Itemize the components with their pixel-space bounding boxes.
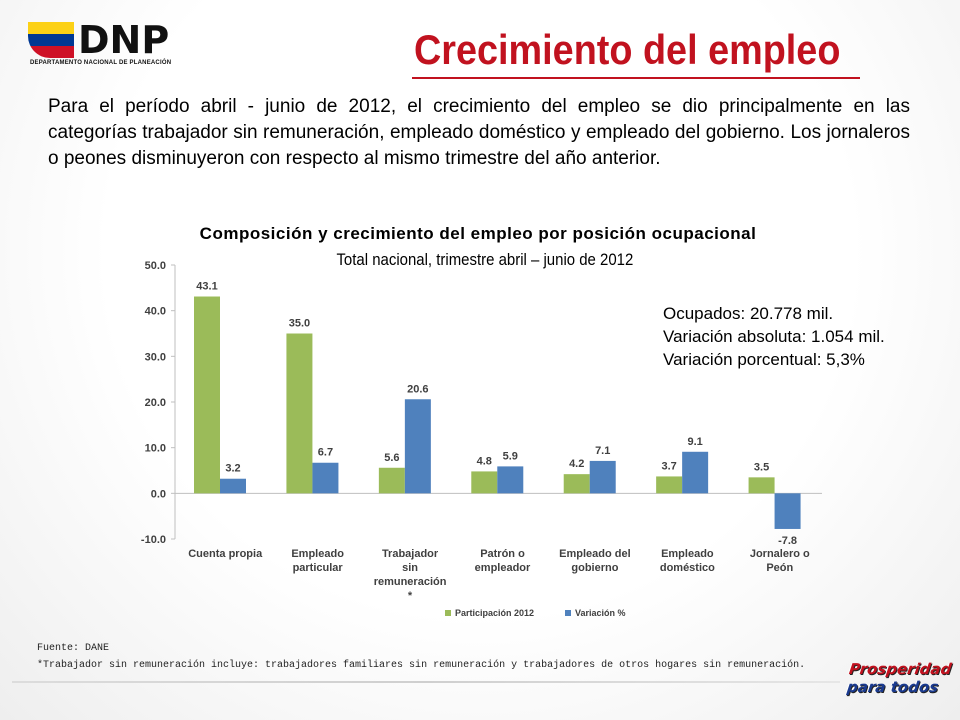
y-tick-label: -10.0 bbox=[141, 534, 166, 546]
y-tick-label: 40.0 bbox=[145, 306, 166, 318]
legend-label: Participación 2012 bbox=[455, 608, 534, 618]
bar-participacion bbox=[748, 477, 775, 494]
category-label: Trabajador bbox=[382, 548, 439, 560]
bar-variacion bbox=[312, 462, 339, 494]
footer-divider bbox=[12, 681, 840, 683]
bar-participacion bbox=[194, 296, 220, 494]
slide-title: Crecimiento del empleo bbox=[414, 26, 841, 73]
chart-title: Composición y crecimiento del empleo por… bbox=[199, 224, 757, 243]
data-label: 35.0 bbox=[289, 318, 310, 330]
category-label: Patrón o bbox=[480, 548, 525, 560]
bar-variacion bbox=[220, 478, 246, 494]
bar-variacion bbox=[404, 399, 431, 494]
stats-employed: Ocupados: 20.778 mil. bbox=[663, 304, 834, 323]
bar-variacion bbox=[774, 493, 801, 529]
legend-swatch bbox=[445, 610, 451, 616]
data-label: -7.8 bbox=[778, 535, 797, 547]
legend-swatch bbox=[565, 610, 571, 616]
category-label: empleador bbox=[475, 562, 531, 574]
y-tick-label: 20.0 bbox=[145, 397, 166, 409]
bar-chart: 50.0 40.0 30.0 20.0 10.0 0.0 -10.0 43.1 3.2 Cuent… bbox=[141, 260, 822, 618]
data-label: 7.1 bbox=[595, 445, 610, 457]
data-label: 5.9 bbox=[503, 450, 518, 462]
dnp-logo: DNP DEPARTAMENTO NACIONAL DE PLANEACIÓN bbox=[28, 18, 188, 70]
category-label: Cuenta propia bbox=[188, 548, 263, 560]
brand-line-1: Prosperidad bbox=[848, 660, 953, 678]
category-label: Empleado del bbox=[559, 548, 631, 560]
data-label: 6.7 bbox=[318, 447, 333, 459]
stats-absolute-variation: Variación absoluta: 1.054 mil. bbox=[663, 327, 885, 346]
y-tick-label: 30.0 bbox=[145, 351, 166, 363]
brand-line-2: para todos bbox=[845, 678, 940, 696]
category-label: particular bbox=[293, 562, 344, 574]
intro-paragraph: Para el período abril - junio de 2012, e… bbox=[48, 96, 910, 169]
category-label: * bbox=[408, 590, 413, 602]
category-label: Empleado bbox=[291, 548, 344, 560]
title-underline bbox=[412, 77, 860, 79]
data-label: 3.2 bbox=[225, 463, 240, 475]
data-label: 9.1 bbox=[687, 436, 702, 448]
category-label: remuneración bbox=[374, 576, 447, 588]
category-label: Jornalero o bbox=[750, 548, 810, 560]
logo-name: DNP bbox=[78, 18, 170, 62]
data-label: 20.6 bbox=[407, 383, 428, 395]
logo-subtitle: DEPARTAMENTO NACIONAL DE PLANEACIÓN bbox=[30, 60, 172, 66]
bar-participacion bbox=[563, 474, 590, 494]
data-label: 4.8 bbox=[477, 455, 492, 467]
bar-variacion bbox=[589, 460, 616, 494]
y-tick-label: 10.0 bbox=[145, 443, 166, 455]
data-label: 43.1 bbox=[196, 281, 217, 293]
bar-participacion bbox=[656, 476, 683, 494]
footer-note: *Trabajador sin remuneración incluye: tr… bbox=[37, 660, 806, 671]
chart-subtitle: Total nacional, trimestre abril – junio … bbox=[336, 250, 634, 269]
category-label: Peón bbox=[766, 562, 793, 574]
category-label: gobierno bbox=[571, 562, 618, 574]
category-label: sin bbox=[402, 562, 418, 574]
footer-notes: Fuente: DANE *Trabajador sin remuneració… bbox=[37, 640, 805, 674]
prosperidad-logo: Prosperidad para todos bbox=[845, 660, 953, 696]
legend-label: Variación % bbox=[575, 608, 626, 618]
y-tick-label: 0.0 bbox=[151, 488, 166, 500]
category-label: doméstico bbox=[660, 562, 715, 574]
y-tick-label: 50.0 bbox=[145, 260, 166, 272]
footer-source: Fuente: DANE bbox=[37, 643, 110, 654]
data-label: 3.7 bbox=[661, 460, 676, 472]
data-label: 4.2 bbox=[569, 458, 584, 470]
bar-variacion bbox=[497, 466, 524, 494]
bar-variacion bbox=[682, 451, 709, 494]
category-label: Empleado bbox=[661, 548, 714, 560]
bar-participacion bbox=[471, 471, 498, 494]
bar-participacion bbox=[286, 333, 313, 494]
bar-participacion bbox=[378, 467, 405, 494]
data-label: 3.5 bbox=[754, 461, 769, 473]
stats-percent-variation: Variación porcentual: 5,3% bbox=[663, 350, 865, 369]
data-label: 5.6 bbox=[384, 452, 399, 464]
flag-icon bbox=[28, 22, 74, 58]
employment-stats: Ocupados: 20.778 mil. Variación absoluta… bbox=[663, 302, 885, 371]
